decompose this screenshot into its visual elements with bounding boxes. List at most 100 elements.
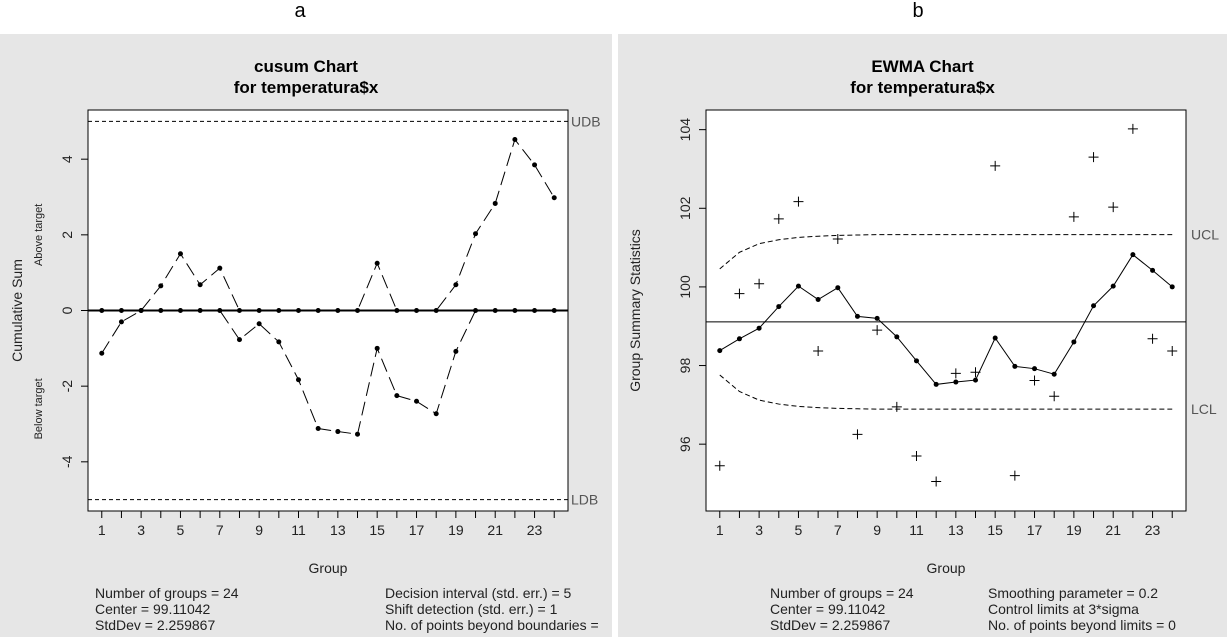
cusum-point: [118, 308, 124, 313]
ewma-smoothed-point: [874, 315, 880, 321]
cusum-stat-left-3: StdDev = 2.259867: [95, 617, 216, 633]
ewma-observed-point: [832, 233, 843, 244]
ewma-smoothed-point: [992, 335, 998, 341]
cusum-point: [315, 426, 321, 432]
cusum-point: [492, 308, 498, 313]
ewma-observed-point: [754, 278, 765, 289]
cusum-x-tick-label: 17: [409, 522, 425, 538]
cusum-point: [394, 393, 400, 399]
ewma-observed-point: [793, 196, 804, 207]
cusum-point: [394, 308, 400, 313]
ewma-smoothed-point: [1150, 267, 1156, 273]
ewma-stat-left-3: StdDev = 2.259867: [770, 617, 891, 633]
ewma-x-tick-label: 5: [795, 522, 803, 538]
cusum-point: [355, 308, 361, 313]
ewma-chart-panel: EWMA Chart for temperatura$x 1 3 5 7 9 11 13 15…: [618, 34, 1227, 637]
cusum-series-line-2: [101, 310, 555, 435]
ewma-x-tick-label: 7: [834, 522, 842, 538]
ewma-smoothed-line: [719, 253, 1173, 385]
ewma-x-tick-label: 11: [909, 522, 924, 538]
ewma-x-tick-label: 3: [755, 522, 763, 538]
cusum-x-tick-label: 7: [216, 522, 224, 538]
cusum-point: [197, 282, 203, 288]
ewma-smoothed-point: [1110, 283, 1116, 289]
cusum-boundary-label-udb: UDB: [571, 113, 601, 129]
cusum-point: [158, 283, 164, 289]
ewma-stat-right-1: Smoothing parameter = 0.2: [988, 585, 1159, 601]
ewma-observed-point: [813, 345, 824, 356]
cusum-chart-plot: 1 3 5 7 9 11 13 15 17 19 21 23-4-2024GroupCumulativ…: [9, 109, 601, 576]
cusum-point: [374, 260, 380, 266]
cusum-point: [473, 308, 479, 313]
ewma-smoothed-point: [933, 381, 939, 387]
cusum-point: [374, 345, 380, 351]
cusum-y-tick-label: -4: [59, 455, 75, 468]
ewma-observed-point: [1029, 375, 1040, 386]
ewma-smoothed-point: [973, 377, 979, 383]
ewma-observed-point: [734, 288, 745, 299]
ewma-x-tick-label: 21: [1105, 522, 1121, 538]
ewma-observed-point: [1167, 345, 1178, 356]
ewma-smoothed-point: [776, 304, 782, 310]
cusum-point: [453, 282, 459, 288]
ewma-stat-right-3: No. of points beyond limits = 0: [988, 617, 1176, 633]
cusum-point: [177, 308, 183, 313]
ewma-x-tick-label: 23: [1145, 522, 1161, 538]
cusum-boundary-label-ldb: LDB: [571, 492, 598, 508]
cusum-x-tick-label: 19: [448, 522, 464, 538]
cusum-point: [236, 308, 242, 313]
cusum-point: [335, 308, 341, 313]
ewma-y-tick-label: 98: [677, 358, 693, 374]
cusum-x-tick-label: 21: [487, 522, 503, 538]
ewma-chart-title: EWMA Chart: [871, 57, 974, 76]
cusum-stat-left-1: Number of groups = 24: [95, 585, 239, 601]
ewma-smoothed-point: [913, 358, 919, 364]
ewma-x-tick-label: 19: [1066, 522, 1082, 538]
cusum-point: [532, 162, 538, 168]
cusum-point: [512, 308, 518, 313]
ewma-smoothed-point: [854, 313, 860, 319]
cusum-x-tick-label: 9: [255, 522, 263, 538]
cusum-point: [295, 308, 301, 313]
cusum-x-tick-label: 3: [137, 522, 145, 538]
ewma-chart-subtitle: for temperatura$x: [850, 78, 995, 97]
cusum-x-tick-label: 23: [527, 522, 543, 538]
ewma-y-axis-label: Group Summary Statistics: [627, 229, 643, 392]
cusum-point: [197, 308, 203, 313]
cusum-point: [236, 337, 242, 343]
cusum-point: [158, 308, 164, 313]
ewma-observed-point: [1009, 470, 1020, 481]
ewma-x-tick-label: 15: [987, 522, 1003, 538]
cusum-point: [492, 200, 498, 206]
cusum-x-tick-label: 1: [98, 522, 106, 538]
ewma-ucl-line: [719, 234, 1173, 270]
cusum-chart-panel: cusum Chart for temperatura$x 1 3 5 7 9 11 13 1…: [0, 34, 612, 637]
ewma-observed-point: [970, 367, 981, 378]
cusum-point: [414, 398, 420, 404]
cusum-y-tick-label: -2: [59, 380, 75, 393]
cusum-point: [355, 431, 361, 437]
ewma-smoothed-point: [1130, 252, 1136, 258]
ewma-ucl-label: UCL: [1191, 227, 1219, 243]
ewma-y-tick-label: 96: [677, 436, 693, 452]
ewma-smoothed-point: [1071, 339, 1077, 345]
ewma-observed-point: [1127, 123, 1138, 134]
cusum-x-tick-label: 5: [177, 522, 185, 538]
ewma-observed-point: [852, 429, 863, 440]
ewma-smoothed-point: [736, 336, 742, 342]
cusum-point: [551, 195, 557, 201]
ewma-observed-point: [1088, 152, 1099, 163]
cusum-point: [276, 339, 282, 345]
cusum-point: [453, 348, 459, 354]
cusum-point: [414, 308, 420, 313]
cusum-point: [256, 321, 262, 327]
cusum-point: [118, 319, 124, 325]
ewma-observed-point: [714, 460, 725, 471]
cusum-x-tick-label: 13: [330, 522, 346, 538]
ewma-smoothed-point: [717, 348, 723, 354]
ewma-observed-point: [773, 213, 784, 224]
cusum-point: [315, 308, 321, 313]
ewma-stat-left-2: Center = 99.11042: [770, 601, 886, 617]
ewma-smoothed-point: [953, 379, 959, 385]
cusum-x-tick-label: 11: [291, 522, 306, 538]
